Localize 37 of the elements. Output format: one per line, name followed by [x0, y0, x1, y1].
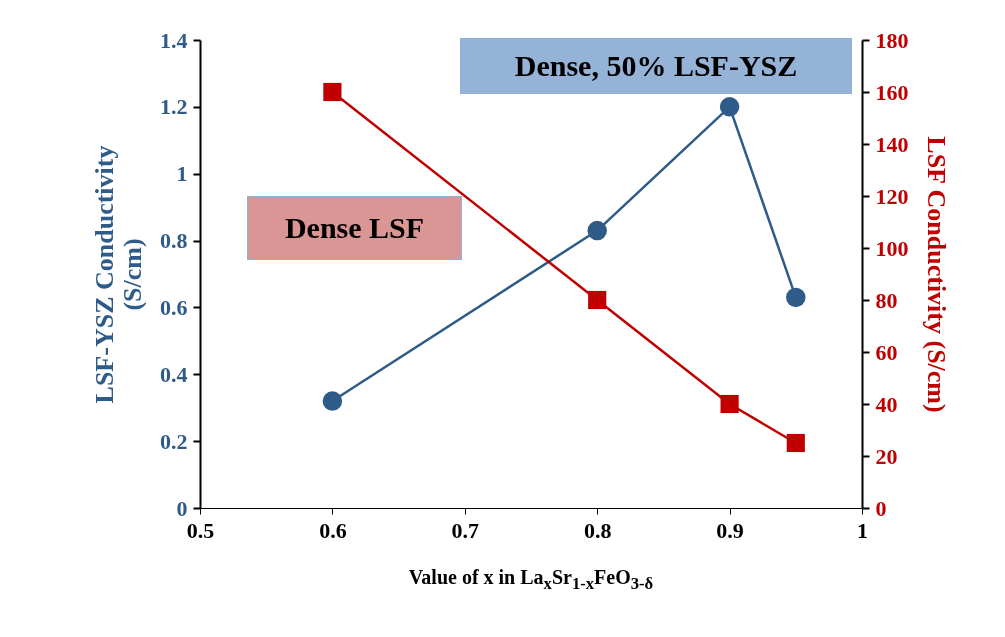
point — [786, 433, 805, 453]
y-tick-label: 1.4 — [160, 27, 188, 53]
x-tick-label: 0.8 — [583, 517, 612, 543]
point — [323, 82, 342, 102]
y2-tick-label: 60 — [875, 339, 898, 365]
label-box: Dense, 50% LSF-YSZ — [460, 38, 852, 94]
y2-tick-label: 100 — [875, 235, 909, 261]
y-tick-label: 0.8 — [160, 228, 188, 254]
point — [786, 287, 806, 308]
point — [719, 97, 740, 117]
x-axis-title: Value of x in La$_{x}$Sr$_{1-x}$FeO$_{3-δ}$ — [407, 566, 655, 594]
y2-tick-label: 140 — [875, 131, 909, 157]
point — [322, 391, 343, 411]
y-tick-label: 0.2 — [160, 428, 188, 454]
y2-tick-label: 180 — [875, 27, 909, 53]
x-tick-label: 0.9 — [716, 517, 744, 543]
x-tick-label: 0.6 — [319, 517, 347, 543]
y-tick-label: 0.6 — [160, 294, 188, 320]
point — [720, 394, 739, 414]
y2-tick-label: 80 — [875, 287, 898, 313]
y2-axis-title: LSF Conductivity (S/cm) — [921, 136, 951, 413]
y-tick-label: 1 — [176, 161, 188, 187]
label-box: Dense LSF — [247, 196, 462, 260]
y2-tick-label: 120 — [875, 183, 909, 209]
x-tick-label: 0.5 — [186, 517, 215, 543]
y-tick-label: 1.2 — [160, 94, 188, 120]
y2-tick-label: 40 — [875, 391, 898, 417]
y-axis-title: LSF-YSZ Conductivity (S/cm) — [90, 145, 147, 404]
point — [587, 220, 607, 241]
y2-tick-label: 0 — [875, 495, 887, 521]
x-tick-label: 1 — [857, 517, 868, 543]
y2-tick-label: 160 — [875, 79, 909, 105]
y2-tick-label: 20 — [875, 443, 898, 469]
y-tick-label: 0 — [176, 495, 188, 521]
y-tick-label: 0.4 — [160, 361, 188, 387]
point — [588, 290, 607, 310]
x-tick-label: 0.7 — [451, 517, 480, 543]
